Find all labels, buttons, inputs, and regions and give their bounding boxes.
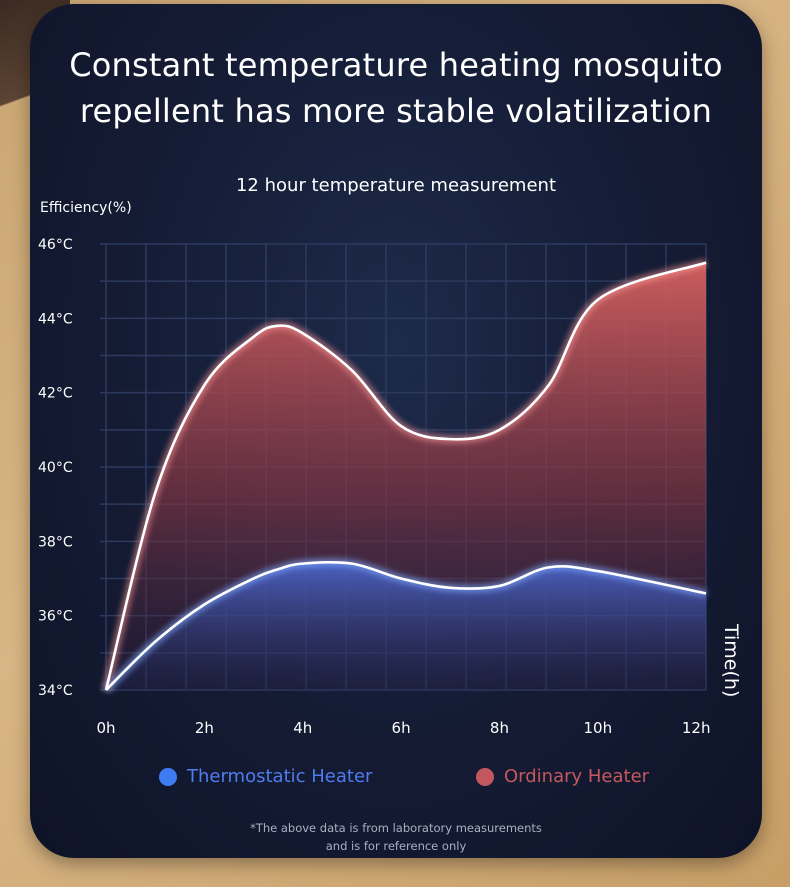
legend-thermostatic-label: Thermostatic Heater [187, 766, 373, 787]
y-tick-label: 38°C [38, 534, 73, 550]
x-tick-label: 8h [490, 719, 509, 737]
ordinary-heater-line [104, 261, 707, 691]
y-tick-label: 40°C [38, 460, 73, 476]
legend-red-dot [476, 767, 494, 786]
legend-blue-dot [159, 767, 177, 786]
y-tick-label: 34°C [38, 683, 73, 699]
thermostatic-heater-area [106, 562, 706, 690]
x-tick-label: 10h [584, 719, 613, 737]
page-title: Constant temperature heating mosquito re… [30, 42, 762, 134]
x-tick-label: 2h [195, 719, 214, 737]
legend-ordinary: Ordinary Heater [476, 766, 649, 787]
chart-panel: Constant temperature heating mosquito re… [30, 4, 762, 858]
x-axis-label: Time(h) [720, 623, 742, 697]
chart-title: 12 hour temperature measurement [235, 175, 557, 196]
title-line-1: Constant temperature heating mosquito [69, 46, 723, 84]
y-tick-label: 36°C [38, 609, 73, 625]
y-axis-label: Efficiency(%) [40, 200, 132, 216]
x-tick-label: 6h [392, 719, 411, 737]
title-line-2: repellent has more stable volatilization [79, 92, 713, 130]
legend-ordinary-label: Ordinary Heater [504, 766, 650, 787]
x-tick-label: 0h [96, 719, 115, 737]
temperature-chart: 34°C 36°C 38°C 40°C 42°C 44°C 46°C 0h 2h 4h 6h 8h 10… [38, 237, 742, 737]
x-tick-label: 4h [293, 719, 312, 737]
x-tick-label: 12h [682, 719, 711, 737]
footnote: *The above data is from laboratory measu… [30, 819, 762, 855]
thermostatic-heater-line [105, 560, 707, 691]
y-tick-label: 46°C [38, 237, 73, 253]
footnote-line-2: and is for reference only [325, 839, 467, 853]
footnote-line-1: *The above data is from laboratory measu… [250, 821, 542, 835]
legend-thermostatic: Thermostatic Heater [159, 766, 372, 787]
y-tick-label: 42°C [38, 386, 73, 402]
y-tick-label: 44°C [38, 311, 73, 327]
